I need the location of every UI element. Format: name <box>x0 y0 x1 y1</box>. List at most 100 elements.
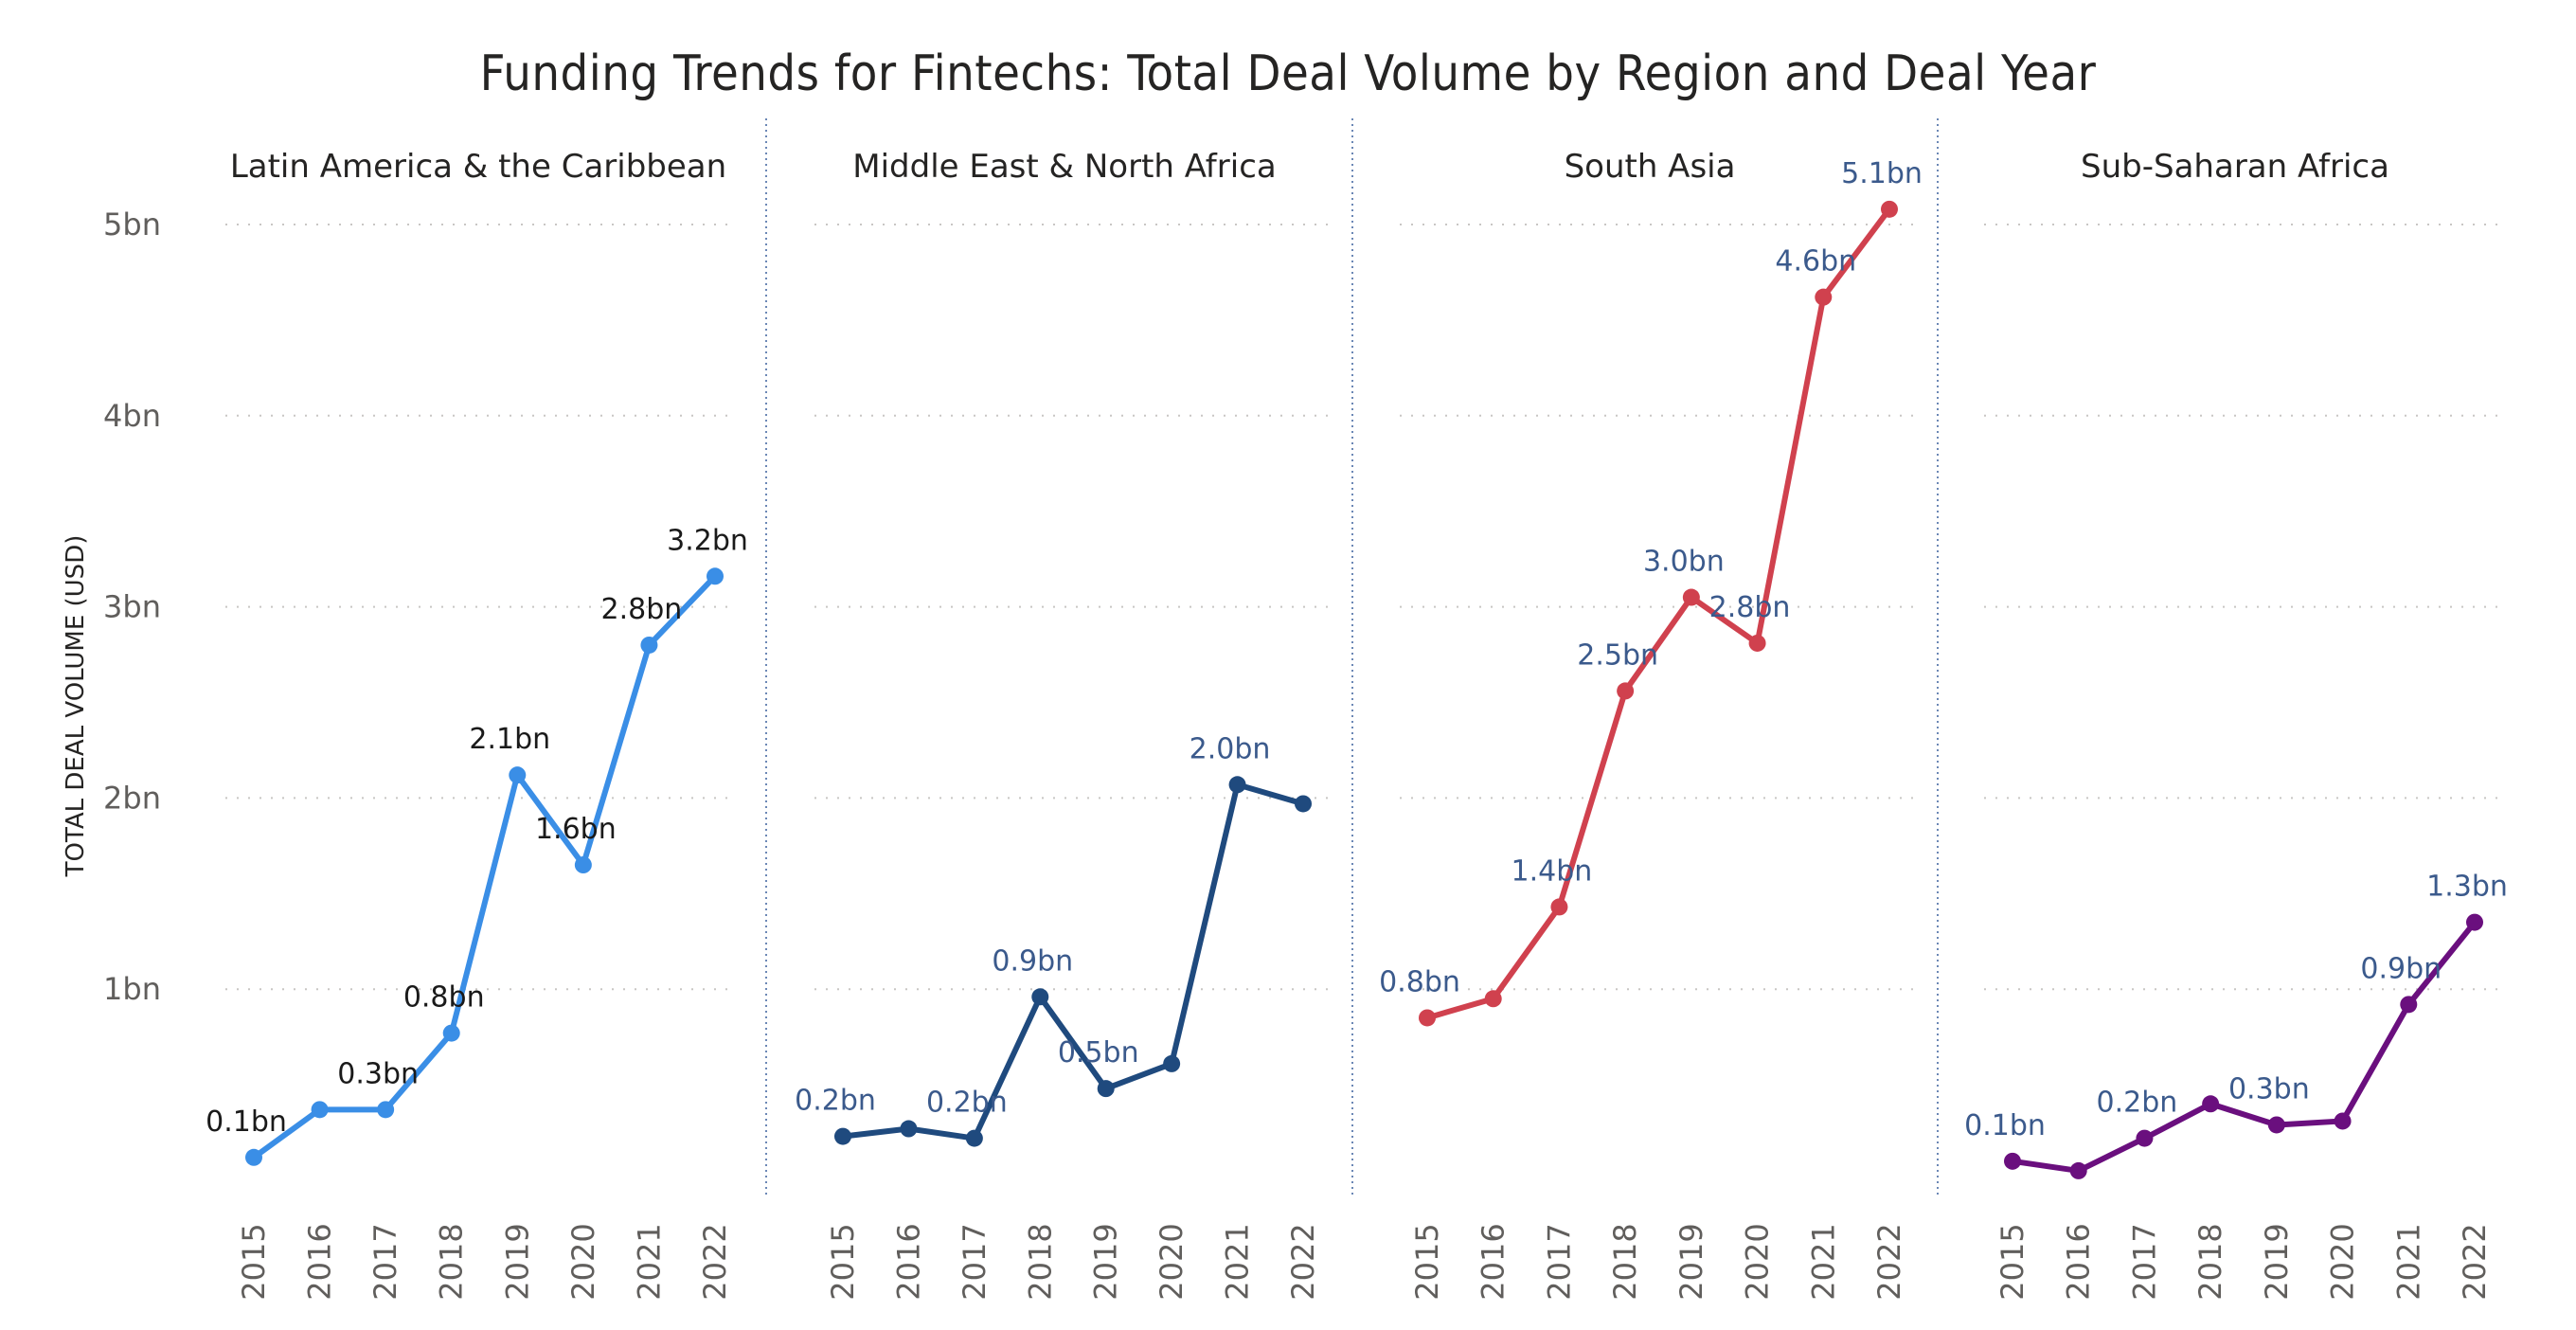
x-tick-label: 2019 <box>499 1223 535 1300</box>
x-tick-label: 2020 <box>2325 1223 2361 1300</box>
data-label: 0.9bn <box>2360 952 2442 985</box>
data-point <box>2334 1112 2352 1130</box>
data-label: 3.2bn <box>667 524 748 557</box>
data-label: 1.3bn <box>2426 871 2508 904</box>
y-tick-label: 4bn <box>103 398 161 434</box>
data-label: 0.2bn <box>2097 1087 2178 1120</box>
x-tick-label: 2020 <box>1740 1223 1776 1300</box>
x-tick-label: 2021 <box>1220 1223 1256 1300</box>
x-tick-label: 2018 <box>2192 1223 2228 1300</box>
series-line <box>2012 920 2478 1174</box>
data-point <box>1484 990 1502 1008</box>
data-label: 0.1bn <box>206 1105 287 1139</box>
data-point <box>2267 1116 2285 1134</box>
data-point <box>2136 1129 2154 1147</box>
x-tick-label: 2022 <box>1285 1223 1321 1300</box>
data-point <box>1163 1054 1181 1072</box>
data-label: 2.5bn <box>1577 638 1658 672</box>
x-tick-label: 2017 <box>957 1223 993 1300</box>
x-tick-label: 2019 <box>1088 1223 1124 1300</box>
data-label: 2.1bn <box>469 723 550 756</box>
data-point <box>2400 996 2418 1014</box>
y-tick-label: 2bn <box>103 780 161 816</box>
data-point <box>509 766 527 784</box>
data-point <box>2004 1152 2021 1170</box>
data-point <box>1881 200 1898 218</box>
x-tick-label: 2020 <box>1154 1223 1190 1300</box>
x-tick-label: 2018 <box>1607 1223 1643 1300</box>
x-tick-label: 2016 <box>890 1223 926 1300</box>
data-point <box>377 1101 395 1119</box>
x-tick-label: 2017 <box>2126 1223 2162 1300</box>
x-tick-label: 2021 <box>1805 1223 1841 1300</box>
data-point <box>1550 898 1568 916</box>
x-tick-label: 2020 <box>565 1223 601 1300</box>
data-label: 1.4bn <box>1512 854 1593 888</box>
facet-title: Sub-Saharan Africa <box>2081 148 2389 186</box>
data-point <box>1748 634 1766 652</box>
data-label: 0.5bn <box>1058 1036 1139 1069</box>
x-tick-label: 2015 <box>1995 1223 2030 1300</box>
data-point <box>900 1120 918 1138</box>
x-tick-label: 2019 <box>2259 1223 2295 1300</box>
x-tick-label: 2018 <box>434 1223 470 1300</box>
x-tick-label: 2022 <box>697 1223 733 1300</box>
x-tick-label: 2019 <box>1673 1223 1709 1300</box>
data-label: 4.6bn <box>1775 245 1856 279</box>
series-line <box>1426 207 1892 1021</box>
chart-title: Funding Trends for Fintechs: Total Deal … <box>479 45 2097 102</box>
data-point <box>1419 1009 1436 1027</box>
x-tick-label: 2018 <box>1022 1223 1058 1300</box>
data-point <box>2202 1095 2220 1113</box>
y-axis-label: TOTAL DEAL VOLUME (USD) <box>62 535 90 878</box>
data-point <box>574 856 592 874</box>
x-tick-label: 2022 <box>2457 1223 2493 1300</box>
data-point <box>1682 588 1700 606</box>
x-tick-label: 2021 <box>2390 1223 2426 1300</box>
y-tick-label: 1bn <box>103 971 161 1007</box>
data-point <box>1295 795 1312 813</box>
y-tick-label: 3bn <box>103 589 161 625</box>
data-point <box>834 1127 851 1145</box>
data-label: 0.3bn <box>337 1057 419 1090</box>
data-point <box>2466 913 2483 931</box>
data-point <box>1228 776 1246 794</box>
data-point <box>311 1101 329 1119</box>
x-tick-label: 2022 <box>1871 1223 1907 1300</box>
x-tick-label: 2016 <box>302 1223 338 1300</box>
data-point <box>1617 682 1635 700</box>
x-tick-label: 2015 <box>825 1223 861 1300</box>
data-label: 0.2bn <box>926 1087 1008 1120</box>
x-tick-label: 2015 <box>236 1223 272 1300</box>
x-tick-label: 2016 <box>1476 1223 1512 1300</box>
series-line <box>252 574 718 1160</box>
series-line <box>842 782 1304 1141</box>
x-tick-label: 2017 <box>1541 1223 1577 1300</box>
y-tick-label: 5bn <box>103 207 161 243</box>
data-label: 2.8bn <box>601 593 683 626</box>
data-point <box>442 1024 460 1042</box>
data-label: 2.8bn <box>1709 591 1791 624</box>
x-tick-label: 2017 <box>367 1223 403 1300</box>
data-label: 0.9bn <box>992 944 1073 978</box>
data-label: 2.0bn <box>1190 732 1271 765</box>
data-label: 0.2bn <box>795 1085 876 1118</box>
data-point <box>1815 288 1833 306</box>
x-tick-label: 2021 <box>631 1223 667 1300</box>
data-label: 0.8bn <box>403 981 485 1015</box>
data-point <box>245 1148 262 1166</box>
facet-title: South Asia <box>1565 148 1736 186</box>
facet-title: Middle East & North Africa <box>852 148 1276 186</box>
data-label: 0.1bn <box>1964 1109 2046 1142</box>
data-point <box>707 567 724 585</box>
data-point <box>640 636 658 654</box>
data-point <box>1097 1080 1115 1098</box>
data-label: 0.8bn <box>1379 965 1460 998</box>
x-tick-label: 2016 <box>2061 1223 2097 1300</box>
facet-title: Latin America & the Caribbean <box>230 148 726 186</box>
data-label: 5.1bn <box>1841 157 1923 190</box>
data-label: 1.6bn <box>535 813 617 846</box>
data-point <box>1031 988 1049 1006</box>
data-label: 3.0bn <box>1643 546 1725 579</box>
